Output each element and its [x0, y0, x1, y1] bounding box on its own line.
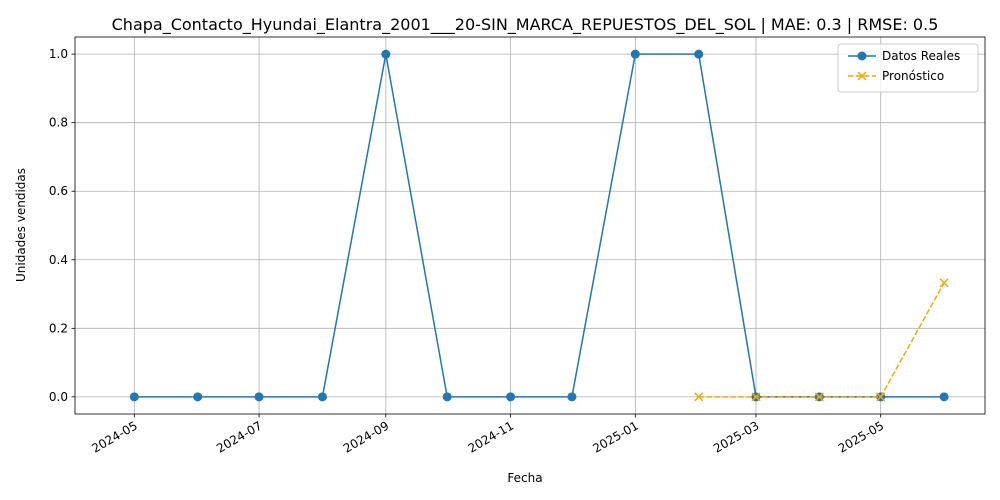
data-point [694, 49, 704, 59]
data-point [939, 392, 949, 402]
x-tick-label: 2024-07 [214, 418, 264, 455]
series-line-0 [134, 53, 945, 398]
x-axis-label: Fecha [507, 471, 542, 485]
data-point [567, 392, 577, 402]
y-axis-label: Unidades vendidas [14, 168, 28, 282]
data-point [630, 49, 640, 59]
axis-ticks: 0.0 0.2 0.4 0.6 0.8 1.0 2024-05 2024-07 2024-09 2… [49, 47, 886, 456]
data-point [317, 392, 327, 402]
forecast-point [876, 392, 886, 402]
y-tick-label: 0.8 [49, 116, 68, 130]
legend-label-forecast: Pronóstico [882, 69, 944, 83]
forecast-point [751, 392, 761, 402]
chart-title: Chapa_Contacto_Hyundai_Elantra_2001___20… [112, 15, 939, 35]
data-point [381, 49, 391, 59]
y-tick-label: 0.4 [49, 253, 68, 267]
series-lines [129, 49, 949, 402]
y-tick-label: 0.6 [49, 184, 68, 198]
x-tick-label: 2024-05 [89, 418, 139, 455]
series-line-1 [698, 282, 945, 398]
y-tick-label: 0.2 [49, 321, 68, 335]
data-point [506, 392, 516, 402]
legend-marker-actual [857, 51, 867, 61]
x-tick-label: 2025-03 [711, 418, 761, 455]
data-point [442, 392, 452, 402]
x-tick-label: 2025-01 [590, 418, 640, 455]
legend-label-actual: Datos Reales [882, 49, 960, 63]
x-tick-label: 2024-09 [341, 418, 391, 455]
data-point [193, 392, 203, 402]
legend-marker-forecast [857, 71, 867, 81]
y-tick-label: 1.0 [49, 47, 68, 61]
x-tick-label: 2025-05 [836, 418, 886, 455]
forecast-point [694, 392, 704, 402]
y-tick-label: 0.0 [49, 390, 68, 404]
data-point [254, 392, 264, 402]
x-tick-label: 2024-11 [466, 418, 516, 455]
plot-area-frame [74, 36, 986, 415]
forecast-point [939, 278, 949, 288]
grid-lines [75, 37, 985, 414]
legend: Datos Reales Pronóstico [837, 43, 979, 93]
data-point [129, 392, 139, 402]
forecast-point [814, 392, 824, 402]
